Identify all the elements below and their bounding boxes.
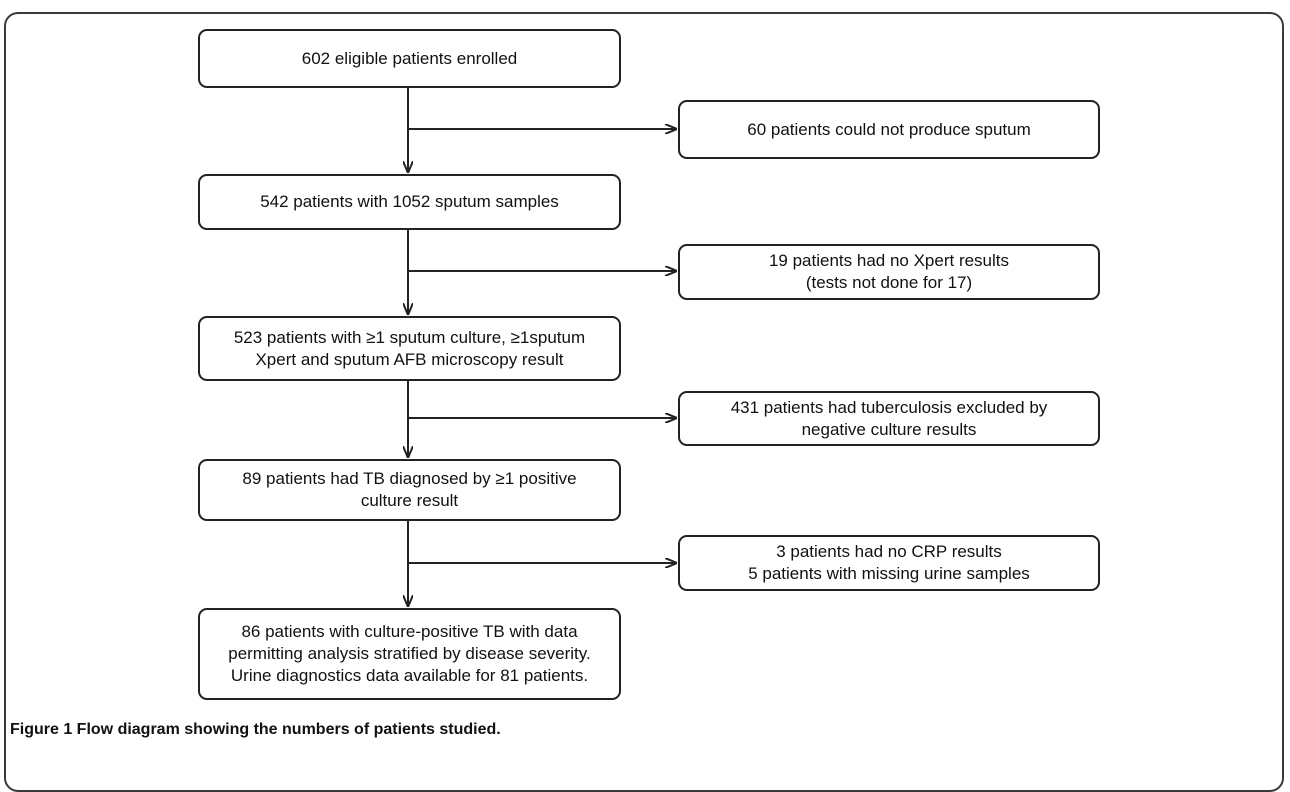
box-line: 19 patients had no Xpert results <box>768 251 1010 270</box>
box-tb-diagnosed: 89 patients had TB diagnosed by ≥1 posit… <box>198 459 621 521</box>
box-line: Urine diagnostics data available for 81 … <box>230 666 589 685</box>
box-line: 5 patients with missing urine samples <box>748 564 1030 583</box>
box-line: 523 patients with ≥1 sputum culture, ≥1s… <box>233 327 586 347</box>
box-sputum-samples: 542 patients with 1052 sputum samples <box>198 174 621 230</box>
box-tb-excluded: 431 patients had tuberculosis excluded b… <box>678 391 1100 446</box>
box-enrolled: 602 eligible patients enrolled <box>198 29 621 88</box>
figure-caption: Figure 1 Flow diagram showing the number… <box>10 721 501 738</box>
box-no-sputum: 60 patients could not produce sputum <box>678 100 1100 159</box>
box-line: Xpert and sputum AFB microscopy result <box>255 349 564 369</box>
flow-arrows <box>0 88 1290 748</box>
box-line: 602 eligible patients enrolled <box>301 48 518 68</box>
box-line: 3 patients had no CRP results <box>776 542 1002 561</box>
box-line: 431 patients had tuberculosis excluded b… <box>730 397 1048 417</box>
box-line: 542 patients with 1052 sputum samples <box>260 192 559 211</box>
box-line: (tests not done for 17) <box>805 273 973 292</box>
box-line: 89 patients had TB diagnosed by ≥1 posit… <box>242 469 577 488</box>
box-missing-crp-urine: 3 patients had no CRP results 5 patients… <box>678 535 1100 591</box>
box-line: culture result <box>360 491 459 510</box>
box-final-cohort: 86 patients with culture-positive TB wit… <box>198 608 621 700</box>
box-no-xpert: 19 patients had no Xpert results (tests … <box>678 244 1100 300</box>
box-line: permitting analysis stratified by diseas… <box>228 644 591 663</box>
box-line: 86 patients with culture-positive TB wit… <box>241 622 578 641</box>
box-line: negative culture results <box>801 419 977 439</box>
box-culture-xpert-results: 523 patients with ≥1 sputum culture, ≥1s… <box>198 316 621 381</box>
box-line: 60 patients could not produce sputum <box>747 119 1031 139</box>
